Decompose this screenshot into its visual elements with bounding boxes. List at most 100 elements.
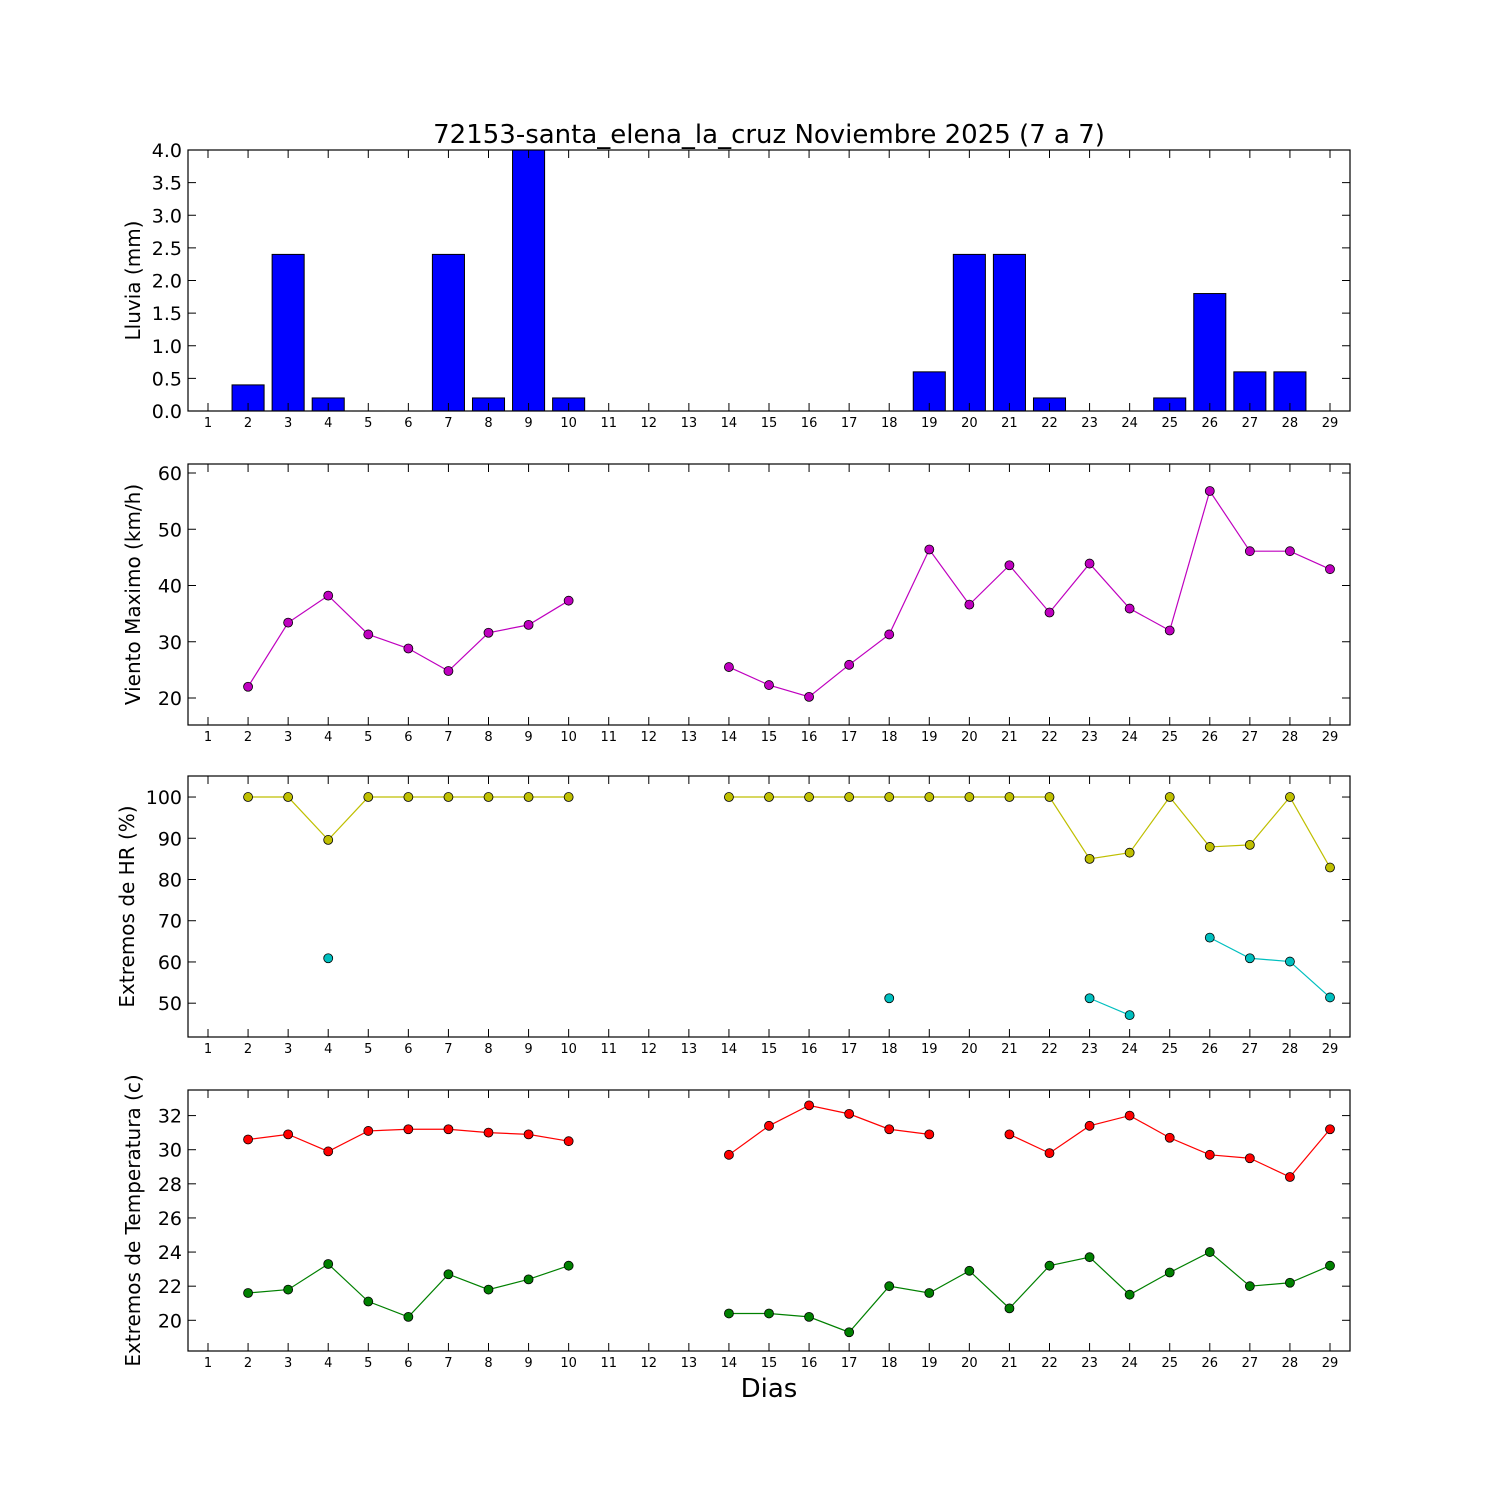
y-tick-label: 40 [158,576,182,598]
x-tick-label: 9 [524,416,532,431]
series-temperatura-minima [243,1247,1335,1338]
x-tick-label: 4 [324,730,332,745]
x-tick-label: 10 [560,416,577,431]
point-day-14 [724,1308,734,1319]
x-tick-label: 7 [444,416,452,431]
point-day-4 [323,590,334,601]
x-tick-label: 21 [1001,1042,1018,1057]
y-axis-label: Extremos de Temperatura (c) [121,1074,145,1366]
point-day-21 [1004,792,1015,802]
point-day-17 [844,659,855,670]
point-day-5 [363,1126,374,1136]
y-tick-label: 60 [158,463,182,485]
point-day-27 [1244,1281,1255,1292]
series-line-segment [728,795,1331,868]
x-tick-label: 2 [244,1356,252,1371]
point-day-19 [924,1129,935,1140]
x-tick-label: 1 [204,416,212,431]
point-day-18 [884,1124,895,1135]
x-tick-label: 13 [681,730,698,745]
x-tick-label: 16 [801,1042,818,1057]
point-day-21 [1004,1303,1015,1314]
x-tick-label: 2 [244,416,252,431]
bar-day-7 [431,253,465,412]
point-day-24 [1124,1110,1135,1121]
point-day-5 [363,1296,374,1307]
x-tick-label: 9 [524,1356,532,1371]
x-tick-label: 24 [1121,416,1138,431]
point-day-3 [283,1284,294,1295]
x-tick-label: 6 [404,1042,412,1057]
point-day-8 [483,627,494,638]
x-tick-label: 19 [921,1042,938,1057]
x-tick-label: 28 [1282,1356,1299,1371]
point-day-15 [764,680,774,690]
point-day-28 [1285,546,1295,557]
point-day-27 [1244,546,1255,557]
point-day-9 [523,619,534,630]
y-tick-label: 60 [158,952,182,974]
x-tick-label: 16 [801,730,818,745]
x-tick-label: 23 [1081,1042,1098,1057]
x-tick-label: 18 [881,1356,898,1371]
y-tick-label: 90 [158,828,182,850]
y-tick-label: 2.0 [152,271,182,293]
panels: 0.00.51.01.52.02.53.03.54.01 2 3 4 5 6 7 8 9 10 11… [115,140,1351,1371]
x-tick-label: 17 [841,1356,858,1371]
x-tick-label: 1 [204,730,212,745]
x-tick-label: 18 [881,730,898,745]
point-day-23 [1084,993,1095,1004]
point-day-18 [884,792,895,802]
x-tick-label: 26 [1202,416,1219,431]
point-day-21 [1004,1129,1015,1140]
bar-day-26 [1193,293,1227,412]
point-day-5 [363,792,374,802]
point-day-6 [403,1124,414,1135]
x-tick-label: 21 [1001,1356,1018,1371]
x-tick-label: 4 [324,1042,332,1057]
x-tick-label: 25 [1161,730,1178,745]
x-tick-label: 20 [961,1042,978,1057]
bar-day-21 [992,253,1026,412]
point-day-7 [443,792,454,802]
point-day-17 [844,1108,855,1119]
x-tick-label: 20 [961,416,978,431]
point-day-8 [483,1284,494,1295]
series-viento-maximo [243,486,1335,702]
x-tick-label: 7 [444,1356,452,1371]
series-hr-minima [323,932,1335,1021]
x-tick-label: 23 [1081,416,1098,431]
point-day-7 [443,1124,454,1135]
point-day-29 [1325,1260,1335,1271]
point-day-19 [924,792,935,802]
y-tick-label: 30 [158,1140,182,1162]
point-day-17 [844,792,855,802]
point-day-27 [1244,839,1255,850]
x-tick-label: 25 [1161,1356,1178,1371]
x-tick-label: 12 [641,1356,658,1371]
x-tick-label: 26 [1202,730,1219,745]
y-tick-label: 3.5 [152,173,182,195]
x-tick-label: 15 [761,416,778,431]
point-day-24 [1124,847,1135,858]
x-tick-label: 26 [1202,1042,1219,1057]
x-tick-label: 14 [721,416,738,431]
point-day-16 [804,1311,814,1322]
point-day-16 [804,792,814,802]
series-line-segment [728,489,1331,698]
x-tick-label: 27 [1242,416,1259,431]
point-day-20 [964,1265,975,1276]
y-tick-label: 0.5 [152,368,182,390]
point-day-25 [1164,625,1175,636]
x-tick-label: 8 [484,416,492,431]
point-day-2 [243,1288,253,1298]
point-day-26 [1204,1247,1215,1257]
point-day-4 [323,953,334,964]
x-tick-label: 8 [484,730,492,745]
point-day-9 [523,1129,534,1140]
y-tick-label: 20 [158,688,182,710]
point-day-3 [283,617,294,628]
point-day-26 [1204,486,1215,496]
x-tick-label: 11 [600,1356,617,1371]
